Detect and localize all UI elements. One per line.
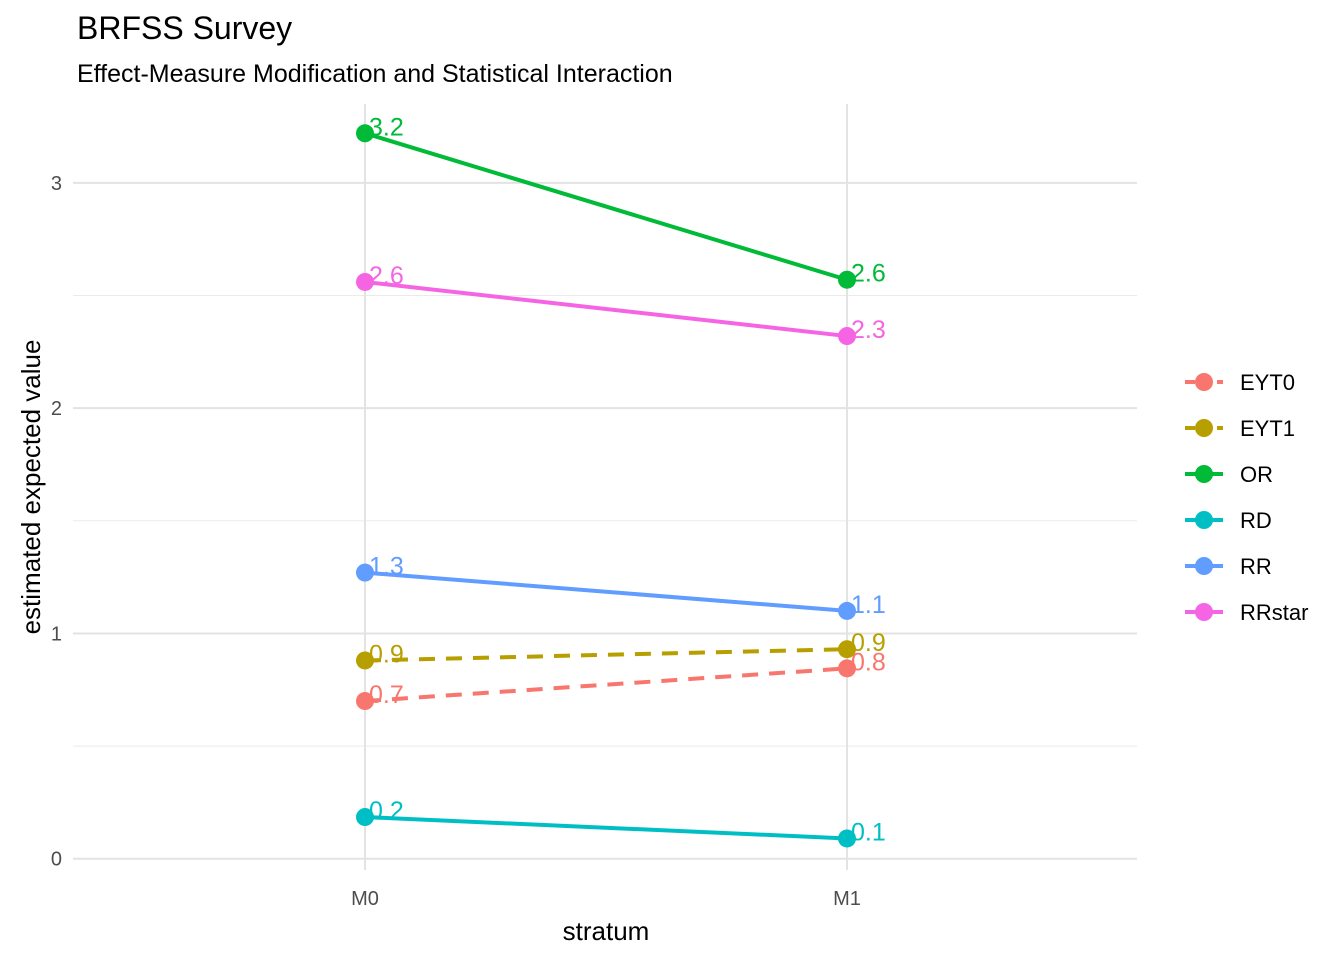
y-tick-label: 0 bbox=[51, 849, 62, 871]
data-label-EYT0: 0.7 bbox=[369, 681, 404, 709]
data-point-EYT1 bbox=[356, 651, 374, 670]
legend-key-point bbox=[1195, 419, 1213, 437]
legend-label-RR: RR bbox=[1240, 554, 1272, 579]
legend-key-point bbox=[1195, 557, 1213, 575]
data-label-EYT1: 0.9 bbox=[369, 640, 404, 668]
data-label-RR: 1.1 bbox=[851, 591, 886, 619]
data-point-EYT0 bbox=[838, 659, 856, 678]
series-line-EYT1 bbox=[364, 647, 848, 663]
data-point-RR bbox=[838, 601, 856, 620]
data-label-OR: 3.2 bbox=[369, 113, 404, 141]
data-point-RD bbox=[838, 829, 856, 848]
chart-subtitle: Effect-Measure Modification and Statisti… bbox=[77, 60, 673, 88]
series-line-OR bbox=[364, 131, 848, 282]
y-tick-label: 2 bbox=[51, 398, 62, 420]
series-line-RRstar bbox=[364, 279, 848, 339]
x-axis-title: stratum bbox=[563, 916, 650, 946]
data-point-RD bbox=[356, 808, 374, 827]
legend-key-point bbox=[1195, 603, 1213, 621]
data-label-OR: 2.6 bbox=[851, 260, 886, 288]
data-point-EYT1 bbox=[838, 640, 856, 659]
data-label-RD: 0.1 bbox=[851, 818, 886, 846]
legend-label-OR: OR bbox=[1240, 462, 1273, 487]
chart-title: BRFSS Survey bbox=[77, 10, 293, 46]
data-point-RRstar bbox=[356, 272, 374, 291]
series-line-EYT0 bbox=[364, 666, 848, 704]
legend-label-RRstar: RRstar bbox=[1240, 600, 1308, 625]
data-label-RD: 0.2 bbox=[369, 797, 404, 825]
x-tick-label: M0 bbox=[351, 888, 379, 910]
data-point-OR bbox=[356, 124, 374, 143]
series-line-RR bbox=[364, 570, 848, 613]
data-point-RR bbox=[356, 563, 374, 582]
data-label-EYT0: 0.8 bbox=[851, 648, 886, 676]
data-point-EYT0 bbox=[356, 692, 374, 711]
data-label-RRstar: 2.6 bbox=[369, 262, 404, 290]
data-point-OR bbox=[838, 270, 856, 289]
y-tick-label: 1 bbox=[51, 623, 62, 645]
data-label-RR: 1.3 bbox=[369, 553, 404, 581]
x-tick-label: M1 bbox=[833, 888, 861, 910]
data-label-RRstar: 2.3 bbox=[851, 316, 886, 344]
legend-label-RD: RD bbox=[1240, 508, 1272, 533]
legend-key-point bbox=[1195, 511, 1213, 529]
y-axis-title: estimated expected value bbox=[16, 340, 46, 635]
data-point-RRstar bbox=[838, 327, 856, 346]
y-tick-label: 3 bbox=[51, 173, 62, 195]
data-label-EYT1: 0.9 bbox=[851, 629, 886, 657]
series-line-RD bbox=[364, 815, 848, 841]
legend-key-point bbox=[1195, 465, 1213, 483]
legend-label-EYT0: EYT0 bbox=[1240, 370, 1295, 395]
legend-key-point bbox=[1195, 373, 1213, 391]
legend-label-EYT1: EYT1 bbox=[1240, 416, 1295, 441]
